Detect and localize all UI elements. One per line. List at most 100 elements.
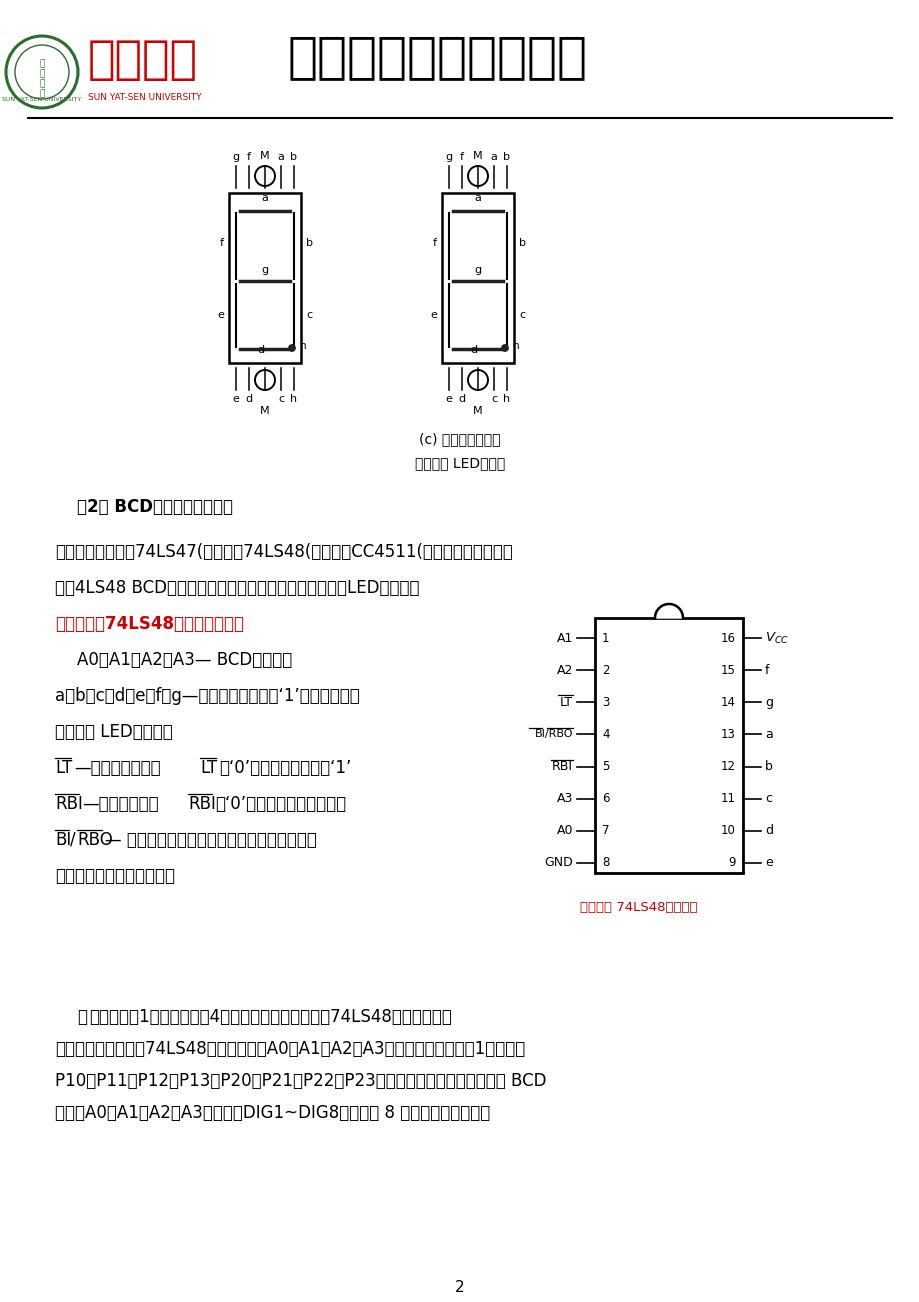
Text: 9: 9 [728, 857, 735, 870]
Text: 10: 10 [720, 824, 735, 837]
Text: 码（即A0、A1、A2、A3端输入，DIG1~DIG8分别代表 8 位数码管的位选端。: 码（即A0、A1、A2、A3端输入，DIG1~DIG8分别代表 8 位数码管的位… [55, 1104, 490, 1122]
Text: f: f [460, 152, 463, 161]
Text: g: g [233, 152, 239, 161]
Wedge shape [654, 604, 682, 618]
Text: f: f [433, 238, 437, 247]
Text: RBI: RBI [55, 796, 83, 812]
Text: a、b、c、d、e、f、g—译码输出端，输出‘1’有效，用来驱: a、b、c、d、e、f、g—译码输出端，输出‘1’有效，用来驱 [55, 687, 359, 704]
Text: c: c [278, 395, 284, 404]
Text: a: a [261, 193, 268, 203]
Text: 4: 4 [601, 728, 608, 741]
Text: 图（二）为74LS48引脚排列。其中: 图（二）为74LS48引脚排列。其中 [55, 615, 244, 633]
Text: A2: A2 [556, 664, 573, 677]
Text: A0: A0 [556, 824, 573, 837]
Text: 中
山
大
學: 中 山 大 學 [40, 59, 45, 98]
Text: g: g [445, 152, 452, 161]
Text: h: h [513, 341, 519, 352]
Text: 12: 12 [720, 760, 735, 773]
Text: RBO: RBO [77, 831, 113, 849]
Text: d: d [245, 395, 253, 404]
Text: ＝‘0’时，不显示多余的零。: ＝‘0’时，不显示多余的零。 [215, 796, 346, 812]
Text: 图（二） 74LS48引脚排列: 图（二） 74LS48引脚排列 [579, 901, 697, 914]
Text: —灯测试输入端，: —灯测试输入端， [74, 759, 161, 777]
Text: 5: 5 [601, 760, 608, 773]
Text: $V_{CC}$: $V_{CC}$ [765, 630, 789, 646]
Text: 图（一） LED数码管: 图（一） LED数码管 [414, 456, 505, 470]
Text: d: d [257, 345, 265, 355]
Text: RBI: RBI [551, 760, 573, 773]
Text: M: M [472, 151, 482, 161]
Text: g: g [474, 266, 481, 275]
Text: 16: 16 [720, 631, 735, 644]
Text: (c) 符号及引脚功能: (c) 符号及引脚功能 [419, 432, 500, 447]
Text: h: h [300, 341, 306, 352]
Text: c: c [518, 310, 525, 320]
Text: f: f [220, 238, 223, 247]
Circle shape [289, 345, 295, 352]
Text: （2） BCD码七段译码驱动器: （2） BCD码七段译码驱动器 [77, 497, 233, 516]
Text: h: h [503, 395, 510, 404]
Circle shape [501, 345, 507, 352]
Text: M: M [472, 406, 482, 417]
Text: g: g [261, 266, 268, 275]
Text: LT: LT [199, 759, 217, 777]
Text: BI: BI [55, 831, 71, 849]
Text: 3: 3 [601, 695, 608, 708]
Text: GND: GND [544, 857, 573, 870]
Text: 7: 7 [601, 824, 608, 837]
Text: —灯零输入端，: —灯零输入端， [82, 796, 158, 812]
Text: d: d [765, 824, 772, 837]
Text: g: g [765, 695, 772, 708]
Text: b: b [306, 238, 312, 247]
Text: e: e [430, 310, 437, 320]
Text: 6: 6 [601, 792, 608, 805]
Text: — 作为输入使用时，灯灯输入控制端；作为输: — 作为输入使用时，灯灯输入控制端；作为输 [105, 831, 316, 849]
Text: /: / [70, 831, 75, 849]
Text: 2: 2 [455, 1280, 464, 1295]
Text: 13: 13 [720, 728, 735, 741]
Bar [229, 193, 301, 363]
Text: 11: 11 [720, 792, 735, 805]
Text: c: c [765, 792, 771, 805]
Text: 8: 8 [601, 857, 608, 870]
Text: P10、P11、P12、P13（P20、P21、P22、P23）代表第一（二）块数码管的 BCD: P10、P11、P12、P13（P20、P21、P22、P23）代表第一（二）块… [55, 1072, 546, 1090]
Text: RBI: RBI [187, 796, 216, 812]
Text: LT: LT [55, 759, 73, 777]
Text: 采用4LS48 BCD码锁存／七段译码／驱动器。驱动共阴极LED数码管。: 采用4LS48 BCD码锁存／七段译码／驱动器。驱动共阴极LED数码管。 [55, 579, 419, 598]
Text: A3: A3 [556, 792, 573, 805]
Text: 15: 15 [720, 664, 735, 677]
Text: b: b [503, 152, 510, 161]
Text: 中山大學: 中山大學 [88, 38, 198, 83]
Text: c: c [306, 310, 312, 320]
Text: 2: 2 [601, 664, 608, 677]
Text: b: b [290, 152, 297, 161]
Text: 出端使用时，灯零输出端。: 出端使用时，灯零输出端。 [55, 867, 175, 885]
Text: 动共阴极 LED数码管。: 动共阴极 LED数码管。 [55, 723, 173, 741]
Text: ＝‘0’时，译码输出全为‘1’: ＝‘0’时，译码输出全为‘1’ [219, 759, 351, 777]
Bar [441, 193, 514, 363]
Text: ：在实验符1上使用了两个4位数码管，对应已经连接74LS48如图（四），: ：在实验符1上使用了两个4位数码管，对应已经连接74LS48如图（四）， [89, 1008, 451, 1026]
Text: a: a [765, 728, 772, 741]
Text: 数字电子技术实验报告: 数字电子技术实验报告 [288, 33, 587, 81]
Text: M: M [260, 151, 269, 161]
Text: A0、A1、A2、A3— BCD码输入端: A0、A1、A2、A3— BCD码输入端 [77, 651, 292, 669]
Text: f: f [246, 152, 251, 161]
Text: BI/RBO: BI/RBO [534, 729, 573, 740]
Text: d: d [458, 395, 465, 404]
Text: f: f [765, 664, 768, 677]
Text: h: h [290, 395, 297, 404]
Text: b: b [518, 238, 526, 247]
Text: e: e [233, 395, 239, 404]
Text: a: a [474, 193, 481, 203]
Text: 此类译码器型号有74LS47(共阳），74LS48(共阴），CC4511(共阴）等，本实验系: 此类译码器型号有74LS47(共阳），74LS48(共阴），CC4511(共阴）… [55, 543, 512, 561]
Text: e: e [445, 395, 452, 404]
Text: 注: 注 [77, 1008, 87, 1026]
Text: c: c [491, 395, 496, 404]
Text: a: a [490, 152, 497, 161]
Bar [595, 618, 743, 874]
Text: e: e [217, 310, 223, 320]
Text: LT: LT [560, 695, 573, 708]
Text: 1: 1 [601, 631, 608, 644]
Text: 实验时无需再连线，74LS48只保留引出了A0、A1、A2、A3四个引脚。在实验符1左上角的: 实验时无需再连线，74LS48只保留引出了A0、A1、A2、A3四个引脚。在实验… [55, 1040, 525, 1059]
Text: M: M [260, 406, 269, 417]
